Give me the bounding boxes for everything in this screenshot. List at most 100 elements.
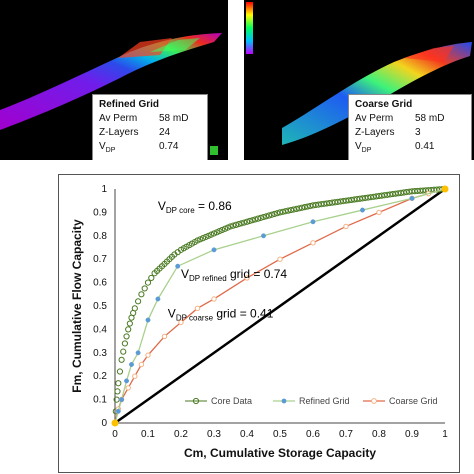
y-tick-label: 1	[101, 184, 107, 195]
core-data-point	[287, 206, 295, 214]
x-tick-label: 0.5	[273, 429, 287, 440]
coarse-perm-value: 58 mD	[415, 113, 445, 124]
coarse-grid-point	[244, 275, 250, 281]
refined-grid-point	[119, 397, 125, 403]
origin-point	[111, 419, 119, 427]
x-tick-label: 0.7	[339, 429, 353, 440]
x-tick-label: 0.4	[240, 429, 254, 440]
refined-grid-point	[145, 317, 151, 323]
refined-grid-point	[360, 207, 365, 213]
coarse-grid-title: Coarse Grid	[355, 99, 413, 110]
y-axis-label: Fm, Cumulative Flow Capacity	[70, 219, 84, 393]
refined-grid-point	[135, 350, 141, 356]
coarse-grid-point	[310, 240, 316, 246]
core-data-point	[249, 217, 256, 224]
coarse-grid-point	[138, 361, 145, 368]
core-data-point	[271, 210, 278, 218]
y-tick-label: 0.6	[93, 278, 107, 289]
core-data-point	[126, 320, 133, 327]
refined-grid-point	[129, 362, 134, 367]
coarse-grid-point	[194, 305, 201, 312]
refined-layers-label: Z-Layers	[99, 127, 139, 138]
core-data-point	[274, 210, 281, 217]
refined-grid-render	[0, 33, 222, 155]
coarse-layers-value: 3	[415, 127, 421, 138]
core-data-point	[114, 388, 121, 395]
refined-vdp-label: V	[99, 141, 106, 152]
core-data-point	[230, 222, 237, 229]
x-tick-label: 0.1	[141, 429, 155, 440]
core-data-point	[268, 211, 275, 218]
legend-core-marker	[192, 397, 200, 405]
coarse-perm-label: Av Perm	[355, 113, 394, 124]
refined-grid-point	[175, 263, 181, 269]
y-tick-label: 0.1	[93, 395, 107, 406]
refined-grid-point	[155, 296, 161, 302]
diagonal-line	[114, 187, 446, 425]
coarse-grid-point	[376, 209, 382, 216]
core-data-point	[235, 221, 242, 228]
refined-grid-point	[261, 233, 266, 239]
y-tick-label: 0.8	[93, 231, 107, 242]
core-data-point	[121, 340, 129, 347]
coarse-vdp-sub: DP	[361, 147, 372, 154]
coarse-grid-point	[125, 385, 131, 391]
refined-grid-panel: Refined Grid Av Perm 58 mD Z-Layers 24 VDP…	[0, 0, 228, 160]
chart-canvas: 0 0.1 0.2 0.3 0.4 0.5 0.6 0.7 0.8 0.9 1 0 0.1 0.2 0.3 0…	[70, 184, 449, 460]
core-data-point	[254, 215, 262, 222]
vdp-annotation-2: VDP coarse grid = 0.41	[168, 307, 274, 323]
core-data-point	[141, 285, 148, 292]
x-tick-label: 0.8	[372, 429, 386, 440]
x-tick-label: 0	[112, 429, 118, 440]
core-data-point	[238, 220, 245, 227]
x-tick-label: 0.3	[207, 429, 221, 440]
lorenz-chart: 0 0.1 0.2 0.3 0.4 0.5 0.6 0.7 0.8 0.9 1 0 0.1 0.2 0.3 0…	[58, 174, 460, 473]
x-axis-label: Cm, Cumulative Storage Capacity	[184, 446, 376, 460]
coarse-grid-point	[178, 319, 184, 326]
core-data-point	[243, 218, 251, 225]
y-tick-label: 0.4	[93, 324, 107, 335]
coarse-vdp-value: 0.41	[415, 141, 435, 152]
y-tick-label: 0.5	[93, 301, 107, 312]
coarse-grid-point	[343, 223, 349, 230]
x-tick-label: 0.2	[174, 429, 188, 440]
core-data-point	[227, 223, 234, 230]
y-tick-label: 0.2	[93, 371, 107, 382]
refined-grid-point	[115, 408, 121, 414]
coarse-grid-infobox: Coarse Grid Av Perm 58 mD Z-Layers 3 VDP 0.…	[348, 94, 472, 160]
x-tick-label: 1	[442, 429, 448, 440]
core-data-point	[232, 221, 240, 228]
core-data-point	[241, 219, 248, 226]
core-data-point	[123, 333, 130, 340]
coarse-grid-point	[211, 296, 217, 302]
x-tick-label: 0.9	[405, 429, 419, 440]
end-point	[441, 185, 449, 193]
refined-grid-infobox: Refined Grid Av Perm 58 mD Z-Layers 24 VDP…	[92, 94, 208, 160]
core-data-point	[293, 205, 300, 212]
core-data-point	[115, 380, 122, 387]
refined-grid-point	[310, 219, 316, 225]
core-data-point	[135, 298, 142, 305]
refined-vdp-value: 0.74	[159, 141, 179, 152]
y-tick-label: 0	[101, 418, 107, 429]
core-data-point	[257, 214, 264, 221]
core-data-point	[120, 348, 127, 355]
core-data-point	[279, 208, 286, 215]
legend-label: Core Data	[211, 396, 252, 406]
refined-perm-value: 58 mD	[159, 113, 189, 124]
core-data-point	[296, 205, 303, 212]
core-data-point	[282, 208, 289, 215]
y-tick-label: 0.3	[93, 348, 107, 359]
refined-grid-title: Refined Grid	[99, 99, 160, 110]
legend-refined-marker	[281, 398, 287, 404]
core-data-point	[118, 356, 125, 363]
core-data-point	[125, 326, 132, 333]
refined-grid-point	[211, 247, 217, 253]
refined-vdp-sub: DP	[105, 147, 116, 154]
coarse-grid-point	[277, 256, 283, 262]
core-data-point	[131, 305, 138, 312]
vdp-annotation-1: VDP refined grid = 0.74	[181, 267, 287, 283]
core-data-point	[246, 217, 253, 225]
core-data-point	[265, 212, 273, 219]
coarse-grid-render	[246, 2, 472, 145]
